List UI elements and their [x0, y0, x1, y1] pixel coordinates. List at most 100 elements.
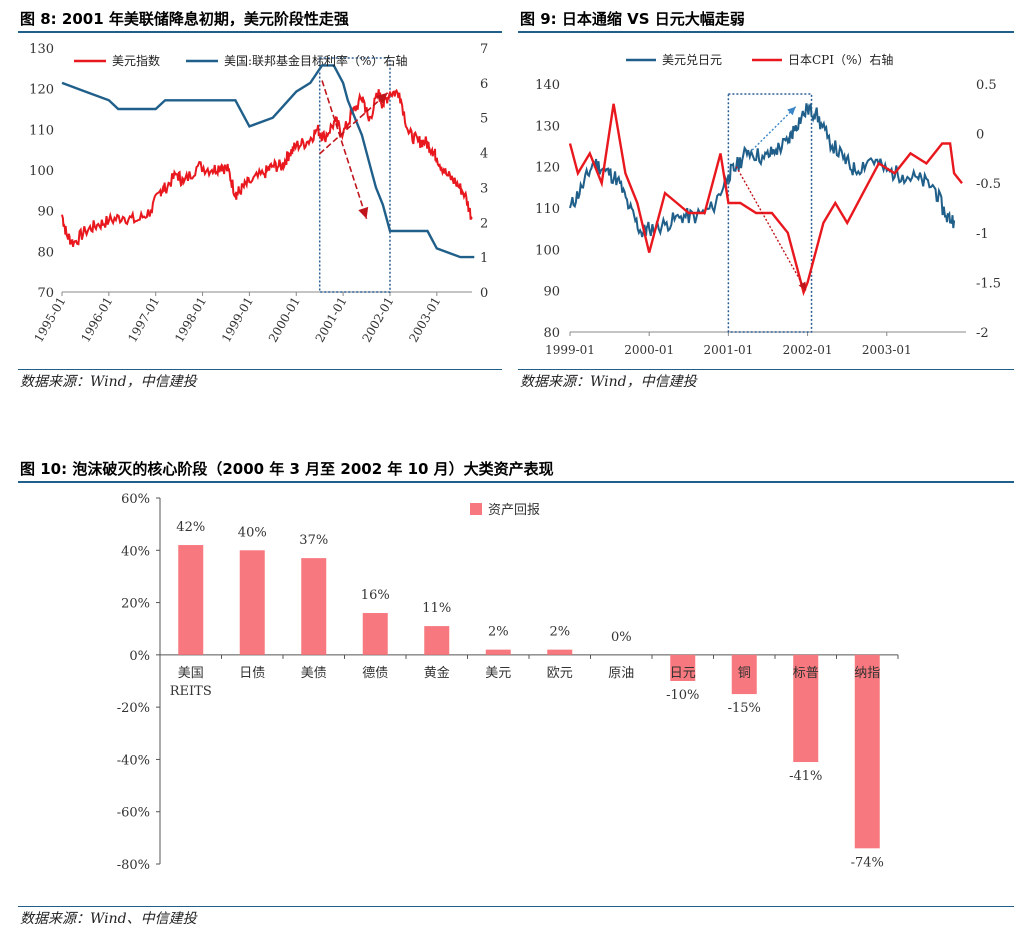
fig8-left-tick-label: 120 — [29, 83, 54, 98]
fig8-right-tick-label: 4 — [480, 147, 488, 162]
fig9-highlight-box — [727, 93, 813, 333]
fig10-data-label: 16% — [361, 588, 390, 603]
fig8-x-tick-label: 1999-01 — [219, 295, 256, 345]
fig10-bar — [301, 558, 327, 655]
fig9-right-tick-label: -1 — [976, 227, 989, 242]
fig10-bar — [731, 654, 757, 695]
fig10-data-label: -15% — [728, 701, 761, 716]
fig10-bar — [793, 654, 819, 763]
fig8-legend-label-dxy: 美元指数 — [112, 53, 160, 68]
fig8-legend-label-fed: 美国:联邦基金目标利率（%）右轴 — [224, 53, 407, 68]
fig8-right-tick-label: 0 — [480, 286, 488, 301]
fig10-category-label: 美国 — [178, 666, 204, 681]
fig8-left-tick-label: 80 — [37, 245, 54, 260]
fig10-data-label: -10% — [666, 688, 699, 703]
fig10-y-tick-label: 20% — [121, 597, 150, 612]
fig10-data-label: 42% — [176, 520, 205, 535]
fig8-x-tick-label: 2002-01 — [360, 295, 397, 345]
fig10-y-tick-label: 40% — [121, 544, 150, 559]
fig8-right-tick-label: 6 — [480, 77, 488, 92]
fig8-left-tick-label: 130 — [29, 42, 54, 57]
fig9-right-tick-label: 0.5 — [976, 78, 997, 93]
fig9-arrow-down — [735, 166, 807, 292]
fig10-y-tick-label: 0% — [129, 649, 150, 664]
fig10-category-label: 日债 — [239, 666, 265, 681]
fig8-series-dxy — [61, 88, 473, 247]
fig10-title-rule — [18, 481, 1014, 483]
fig9-x-tick-label: 2002-01 — [783, 343, 833, 357]
fig8-title: 图 8: 2001 年美联储降息初期，美元阶段性走强 — [20, 10, 349, 28]
fig9-x-tick-label: 2001-01 — [703, 343, 753, 357]
fig8-left-tick-label: 110 — [29, 123, 54, 138]
fig9-arrow-down-head — [798, 281, 806, 291]
fig8-source-rule — [18, 369, 502, 370]
fig8-right-tick-label: 7 — [480, 42, 488, 57]
fig9-series-usdjpy — [569, 103, 956, 238]
fig10-y-tick-label: -80% — [117, 858, 150, 873]
fig9-left-tick-label: 120 — [535, 161, 560, 176]
fig10-category-label: 黄金 — [424, 665, 450, 681]
fig10-category-label: 德债 — [362, 666, 388, 681]
fig9-x-tick-label: 2003-01 — [862, 343, 912, 357]
fig9-left-tick-label: 90 — [543, 285, 560, 300]
fig8-arrow-down-head — [358, 206, 369, 219]
fig9-left-tick-label: 130 — [535, 119, 560, 134]
fig8-right-tick-label: 5 — [480, 112, 488, 127]
fig8-x-tick-label: 1995-01 — [32, 295, 69, 345]
fig10-data-label: 0% — [611, 630, 632, 645]
fig10-data-label: 2% — [549, 625, 570, 640]
fig9-right-tick-label: 0 — [976, 128, 984, 143]
fig8-x-tick-label: 2000-01 — [266, 295, 303, 345]
fig10-bar — [178, 545, 204, 655]
fig10-y-tick-label: -60% — [117, 806, 150, 821]
fig9-source: 数据来源：Wind，中信建投 — [520, 374, 697, 390]
fig9-right-tick-label: -1.5 — [976, 276, 1001, 291]
fig9-right-tick-label: -2 — [976, 326, 989, 341]
fig8-chart: 70 80 90 100 110 120 130 0 1 2 3 4 5 6 7 1995-01 1996-01… — [29, 42, 488, 345]
fig9-left-tick-label: 140 — [535, 78, 560, 93]
fig10-data-label: 40% — [238, 525, 267, 540]
fig10-source-rule — [18, 906, 1014, 907]
fig8-right-tick-label: 1 — [480, 251, 488, 266]
fig10-source: 数据来源：Wind、中信建投 — [20, 911, 197, 927]
fig8-arrow-down — [321, 80, 368, 220]
fig8-x-tick-label: 1996-01 — [78, 295, 115, 345]
fig9-left-tick-label: 80 — [543, 326, 560, 341]
fig9-legend-label-cpi: 日本CPI（%）右轴 — [788, 52, 893, 67]
fig8-x-tick-label: 1997-01 — [125, 295, 162, 345]
fig10-data-label: 37% — [299, 533, 328, 548]
fig10-category-label: 美元 — [485, 666, 511, 681]
fig9-series-cpi — [568, 103, 963, 297]
fig10-data-label: -41% — [789, 769, 822, 784]
fig8-left-tick-label: 100 — [29, 164, 54, 179]
fig10-bar — [239, 550, 265, 655]
fig10-data-label: 11% — [422, 601, 451, 616]
fig10-legend-swatch — [470, 503, 482, 515]
fig8-series-fed-rate — [61, 64, 475, 259]
fig8-left-tick-label: 90 — [37, 205, 54, 220]
fig10-category-label: 纳指 — [854, 666, 880, 681]
fig9-arrow-up — [751, 106, 797, 151]
fig10-category-label: 日元 — [670, 666, 696, 681]
fig10-category-label: 标普 — [793, 666, 819, 681]
fig9-legend-label-usdjpy: 美元兑日元 — [662, 53, 722, 67]
fig10-chart: -80% -60% -40% -20% 0% 20% 40% 60% 42% 美国 REITS 40%… — [117, 492, 899, 873]
fig9-x-tick-label: 1999-01 — [545, 343, 595, 357]
fig10-data-label: 2% — [488, 625, 509, 640]
fig10-bar — [362, 613, 388, 655]
fig8-arrow-up-head — [376, 92, 388, 104]
fig9-title: 图 9: 日本通缩 VS 日元大幅走弱 — [520, 10, 745, 28]
fig8-x-tick-label: 1998-01 — [172, 295, 209, 345]
fig9-left-tick-label: 100 — [535, 243, 560, 258]
fig10-y-tick-label: -20% — [117, 701, 150, 716]
fig9-left-tick-label: 110 — [535, 202, 560, 217]
fig8-x-tick-label: 2003-01 — [406, 295, 443, 345]
fig10-category-label: REITS — [170, 684, 212, 699]
fig10-category-label: 铜 — [738, 666, 751, 681]
fig9-title-rule — [518, 31, 1014, 33]
fig10-data-label: -74% — [851, 855, 884, 870]
fig10-bar — [670, 654, 696, 681]
fig8-left-tick-label: 70 — [37, 286, 54, 301]
fig9-x-tick-label: 2000-01 — [624, 343, 674, 357]
fig10-category-label: 原油 — [608, 666, 634, 681]
